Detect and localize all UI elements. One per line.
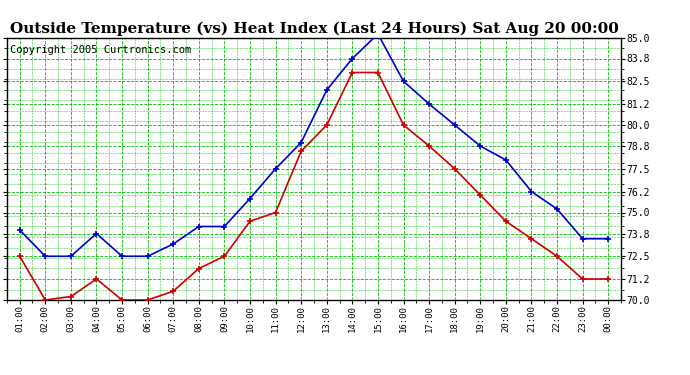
- Title: Outside Temperature (vs) Heat Index (Last 24 Hours) Sat Aug 20 00:00: Outside Temperature (vs) Heat Index (Las…: [10, 22, 618, 36]
- Text: Copyright 2005 Curtronics.com: Copyright 2005 Curtronics.com: [10, 45, 191, 56]
